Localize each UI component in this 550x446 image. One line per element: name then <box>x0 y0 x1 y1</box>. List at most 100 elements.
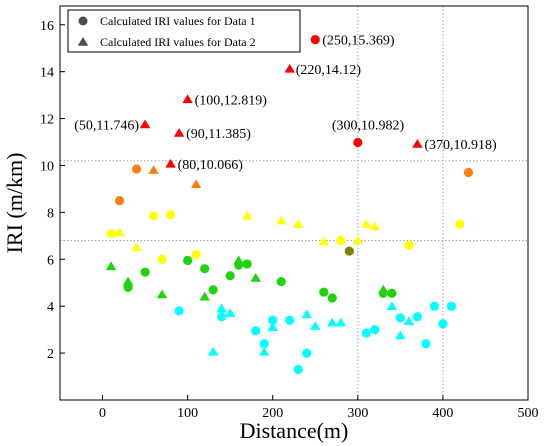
data-2-point <box>361 219 372 228</box>
axis-ticks: 0 100 200 300 400 500 2 4 6 8 10 12 14 16 <box>40 19 539 421</box>
y-tick-label: 8 <box>47 206 54 221</box>
data-2-point <box>208 347 219 356</box>
y-axis-label: IRI (m/km) <box>2 153 27 254</box>
legend-label-data-2: Calculated IRI values for Data 2 <box>100 35 256 49</box>
data-1-point <box>353 138 362 147</box>
point-annotation: (370,10.918) <box>424 138 497 153</box>
data-2-point <box>387 301 398 310</box>
data-1-point <box>175 306 184 315</box>
data-2-point <box>250 273 260 282</box>
data-2-point <box>284 64 295 73</box>
data-1-point <box>387 289 396 298</box>
data-2-point <box>148 165 159 174</box>
x-tick-label: 100 <box>177 406 198 421</box>
data-1-point <box>370 325 379 334</box>
data-2-point <box>131 243 142 252</box>
point-annotation: (300,10.982) <box>332 118 405 133</box>
data-1-point <box>430 302 439 311</box>
data-2-point <box>140 120 151 129</box>
y-tick-label: 16 <box>40 19 54 34</box>
data-2-point <box>182 94 193 103</box>
data-2-point <box>319 237 330 246</box>
legend-label-data-1: Calculated IRI values for Data 1 <box>100 14 256 28</box>
data-2-point <box>165 159 176 168</box>
plot-frame <box>60 6 528 400</box>
data-1-point <box>106 229 115 238</box>
data-2-point <box>378 285 389 294</box>
x-axis-label: Distance(m) <box>240 418 349 443</box>
data-1-point <box>149 211 158 220</box>
data-1-point <box>217 312 226 321</box>
data-2-point <box>404 316 415 325</box>
data-1-point <box>166 210 175 219</box>
data-2-point <box>395 331 406 340</box>
data-2-point <box>259 347 270 356</box>
x-tick-label: 300 <box>347 406 368 421</box>
data-1-point <box>183 256 192 265</box>
legend-circle-marker <box>79 17 88 26</box>
data-1-point <box>132 164 141 173</box>
data-1-point <box>243 259 252 268</box>
point-annotation: (250,15.369) <box>322 34 395 49</box>
data-1-point <box>404 241 413 250</box>
data-2-point <box>216 304 227 313</box>
data-2-point <box>199 292 210 301</box>
y-tick-label: 14 <box>40 66 54 81</box>
point-annotations: (250,15.369) (220,14.12) (100,12.819) (50,1… <box>74 34 497 173</box>
data-2-point <box>191 179 202 188</box>
y-tick-label: 4 <box>47 300 54 315</box>
point-annotation: (100,12.819) <box>195 93 268 108</box>
point-annotation: (50,11.746) <box>74 119 139 134</box>
y-tick-label: 12 <box>40 113 54 128</box>
data-1-point <box>396 313 405 322</box>
x-tick-label: 400 <box>432 406 453 421</box>
reference-lines <box>60 6 528 400</box>
data-1-point <box>438 319 447 328</box>
data-2-point <box>242 211 253 220</box>
data-2-point <box>123 277 134 286</box>
data-2-point <box>293 219 304 228</box>
data-1-point <box>319 288 328 297</box>
data-1-point <box>277 277 286 286</box>
data-2-point <box>336 318 347 327</box>
legend: Calculated IRI values for Data 1 Calcula… <box>68 10 300 52</box>
data-2-point <box>327 318 338 327</box>
data-1-point <box>294 365 303 374</box>
data-1-point <box>115 196 124 205</box>
data-1-point <box>251 326 260 335</box>
data-1-point <box>413 312 422 321</box>
data-2-point <box>370 221 381 230</box>
data-1-point <box>200 264 209 273</box>
data-2-point <box>157 289 168 298</box>
y-tick-label: 6 <box>47 253 54 268</box>
data-1-point <box>455 220 464 229</box>
data-1-point <box>362 329 371 338</box>
data-1-point <box>447 302 456 311</box>
y-tick-label: 10 <box>40 159 54 174</box>
data-1-point <box>464 168 473 177</box>
data-2-point <box>412 139 423 148</box>
data-1-point <box>209 285 218 294</box>
data-2-point <box>267 322 278 331</box>
data-1-point <box>226 271 235 280</box>
data-2-point <box>233 255 244 264</box>
data-1-point <box>328 293 337 302</box>
point-annotation: (220,14.12) <box>296 63 362 78</box>
data-1-point <box>421 339 430 348</box>
data-2-point <box>353 236 364 245</box>
data-1-point <box>285 316 294 325</box>
data-2-point <box>174 128 185 137</box>
data-1-point <box>158 255 167 264</box>
data-2-point <box>302 309 313 318</box>
data-1-point <box>140 268 149 277</box>
data-2-point <box>225 308 236 317</box>
point-annotation: (90,11.385) <box>186 127 251 142</box>
data-1-point <box>336 236 345 245</box>
data-2-point <box>114 227 125 236</box>
data-2-point <box>310 321 321 330</box>
data-1-point <box>302 348 311 357</box>
data-1-point <box>311 35 320 44</box>
data-2-point <box>106 261 117 270</box>
data-2-point <box>276 216 287 225</box>
